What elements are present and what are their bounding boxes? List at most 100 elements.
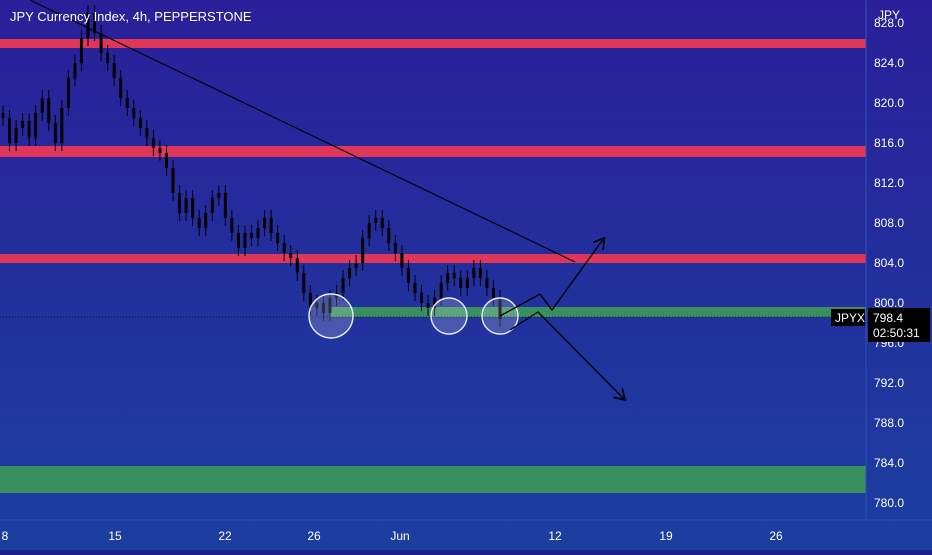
candle-body [426, 303, 430, 308]
chart-title: JPY Currency Index, 4h, PEPPERSTONE [10, 9, 252, 24]
candle-body [66, 78, 70, 108]
candle-body [184, 198, 188, 213]
candle-body [348, 268, 352, 278]
candle-body [164, 153, 168, 168]
candle-body [393, 243, 397, 253]
resistance-band [0, 254, 866, 263]
symbol-label: JPYX [835, 311, 865, 325]
candle-body [433, 298, 437, 308]
candle-body [119, 78, 123, 98]
price-tag: 798.4 02:50:31 [868, 308, 930, 342]
candle-body [27, 121, 31, 138]
candle-body [217, 193, 221, 198]
candle-body [145, 128, 149, 138]
candle-body [472, 268, 476, 278]
candle-body [387, 228, 391, 243]
candle-body [400, 253, 404, 268]
candle-body [1, 113, 5, 118]
candle-body [406, 268, 410, 283]
candle-body [439, 283, 443, 298]
currency-label: JPY [878, 8, 900, 22]
support-band [0, 466, 866, 493]
candle-body [210, 198, 214, 213]
candle-body [93, 13, 97, 33]
price-tick-label: 812.0 [874, 176, 904, 190]
candle-body [73, 63, 77, 78]
candle-body [341, 278, 345, 293]
countdown-label: 02:50:31 [873, 326, 920, 340]
price-tick-label: 792.0 [874, 376, 904, 390]
candle-body [308, 293, 312, 308]
bearish-projection-arrow [509, 311, 625, 400]
candle-body [282, 243, 286, 253]
candle-body [230, 218, 234, 233]
candle-body [420, 293, 424, 303]
candle-body [335, 293, 339, 298]
candle-body [178, 193, 182, 213]
support-touch-circle [430, 297, 468, 335]
price-tick-label: 784.0 [874, 456, 904, 470]
candle-body [158, 148, 162, 153]
candle-body [446, 273, 450, 283]
resistance-band [0, 146, 866, 157]
levels-layer [0, 39, 866, 493]
price-tick-label: 808.0 [874, 216, 904, 230]
time-tick-label: 15 [108, 529, 122, 543]
candle-body [106, 53, 110, 63]
candle-body [321, 303, 325, 313]
candle-body [452, 273, 456, 278]
candle-body [380, 218, 384, 228]
candle-body [79, 38, 83, 63]
candle-body [413, 283, 417, 293]
candle-body [491, 288, 495, 298]
candle-body [374, 218, 378, 223]
candle-body [53, 123, 57, 143]
candle-body [47, 98, 51, 123]
candle-body [86, 13, 90, 38]
trendline [29, 0, 576, 263]
candle-body [132, 108, 136, 118]
time-tick-label: Jun [390, 529, 409, 543]
time-tick-label: 8 [2, 529, 9, 543]
candle-body [256, 228, 260, 238]
price-tick-label: 788.0 [874, 416, 904, 430]
candle-body [236, 233, 240, 248]
candle-body [204, 213, 208, 228]
candle-body [21, 121, 25, 128]
candle-body [478, 268, 482, 278]
candle-body [112, 63, 116, 78]
candle-body [60, 108, 64, 143]
price-tick-label: 816.0 [874, 136, 904, 150]
candle-body [125, 98, 129, 108]
candle-body [197, 218, 201, 228]
candle-body [361, 238, 365, 263]
candle-body [276, 233, 280, 243]
support-touch-circle [308, 293, 354, 339]
bullish-projection-arrow [499, 238, 604, 317]
candle-body [250, 233, 253, 238]
candle-body [14, 128, 18, 143]
time-tick-label: 22 [218, 529, 232, 543]
time-axis[interactable]: 8 15 22 26 Jun 12 19 26 [2, 529, 783, 543]
candle-body [151, 138, 155, 148]
price-tick-label: 800.0 [874, 296, 904, 310]
candles-layer [1, 5, 502, 327]
support-band [330, 307, 866, 317]
candle-body [465, 278, 469, 288]
symbol-tag: JPYX [831, 309, 865, 326]
candle-body [171, 168, 175, 193]
time-tick-label: 26 [307, 529, 321, 543]
price-tick-label: 780.0 [874, 496, 904, 510]
candle-body [354, 263, 358, 268]
candle-body [328, 298, 332, 313]
time-tick-label: 26 [769, 529, 783, 543]
candle-body [191, 198, 195, 218]
candle-body [289, 253, 293, 258]
candle-body [367, 223, 371, 238]
price-tick-label: 824.0 [874, 56, 904, 70]
candle-body [459, 278, 463, 288]
candle-body [34, 113, 38, 138]
time-tick-label: 12 [548, 529, 562, 543]
